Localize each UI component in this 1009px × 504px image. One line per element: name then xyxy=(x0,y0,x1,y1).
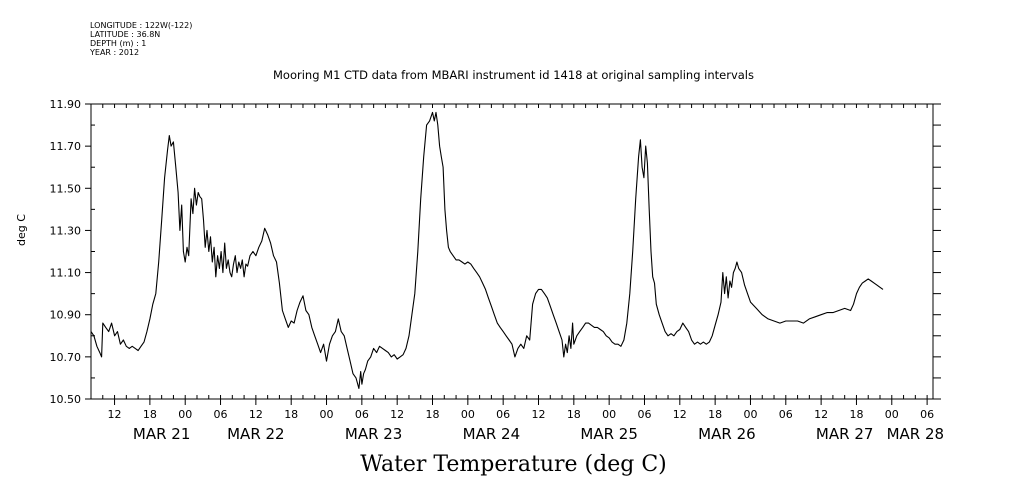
x-axis-label: Water Temperature (deg C) xyxy=(360,452,667,477)
metadata-block: LONGITUDE : 122W(-122) LATITUDE : 36.8N … xyxy=(90,21,192,57)
y-tick-label: 10.90 xyxy=(50,309,82,322)
x-tick-label: 06 xyxy=(637,408,651,421)
x-day-label: MAR 27 xyxy=(816,425,873,443)
x-day-label: MAR 24 xyxy=(463,425,520,443)
x-tick-label: 18 xyxy=(849,408,863,421)
chart-title: Mooring M1 CTD data from MBARI instrumen… xyxy=(273,68,754,82)
x-tick-label: 00 xyxy=(461,408,475,421)
x-tick-label: 12 xyxy=(108,408,122,421)
y-tick-label: 10.50 xyxy=(50,393,82,406)
x-tick-label: 06 xyxy=(779,408,793,421)
temperature-series-line xyxy=(90,111,884,390)
x-day-label: MAR 23 xyxy=(345,425,402,443)
x-day-label: MAR 22 xyxy=(227,425,284,443)
y-tick-label: 11.90 xyxy=(50,98,82,111)
y-tick-label: 11.50 xyxy=(50,182,82,195)
x-tick-label: 18 xyxy=(284,408,298,421)
x-tick-label: 00 xyxy=(743,408,757,421)
x-tick-label: 12 xyxy=(531,408,545,421)
x-tick-label: 06 xyxy=(496,408,510,421)
x-tick-label: 00 xyxy=(602,408,616,421)
depth-label: DEPTH (m) : 1 xyxy=(90,39,147,48)
y-tick-label: 11.30 xyxy=(50,224,82,237)
y-tick-label: 11.70 xyxy=(50,140,82,153)
x-day-label: MAR 25 xyxy=(580,425,637,443)
y-tick-label: 11.10 xyxy=(50,267,82,280)
y-tick-label: 10.70 xyxy=(50,351,82,364)
x-tick-label: 00 xyxy=(885,408,899,421)
x-day-label: MAR 26 xyxy=(698,425,755,443)
x-tick-label: 12 xyxy=(673,408,687,421)
longitude-label: LONGITUDE : 122W(-122) xyxy=(90,21,193,30)
x-tick-label: 18 xyxy=(567,408,581,421)
x-tick-label: 18 xyxy=(426,408,440,421)
x-tick-label: 00 xyxy=(320,408,334,421)
x-tick-label: 00 xyxy=(178,408,192,421)
x-tick-label: 06 xyxy=(355,408,369,421)
latitude-label: LATITUDE : 36.8N xyxy=(90,30,161,39)
x-tick-label: 18 xyxy=(143,408,157,421)
x-tick-label: 18 xyxy=(708,408,722,421)
x-day-label: MAR 21 xyxy=(133,425,190,443)
plot-frame xyxy=(90,103,934,400)
year-label: YEAR : 2012 xyxy=(90,48,140,57)
x-tick-label: 12 xyxy=(814,408,828,421)
x-tick-label: 12 xyxy=(249,408,263,421)
x-tick-label: 12 xyxy=(390,408,404,421)
x-day-label: MAR 28 xyxy=(887,425,944,443)
x-tick-label: 06 xyxy=(920,408,934,421)
x-tick-label: 06 xyxy=(214,408,228,421)
